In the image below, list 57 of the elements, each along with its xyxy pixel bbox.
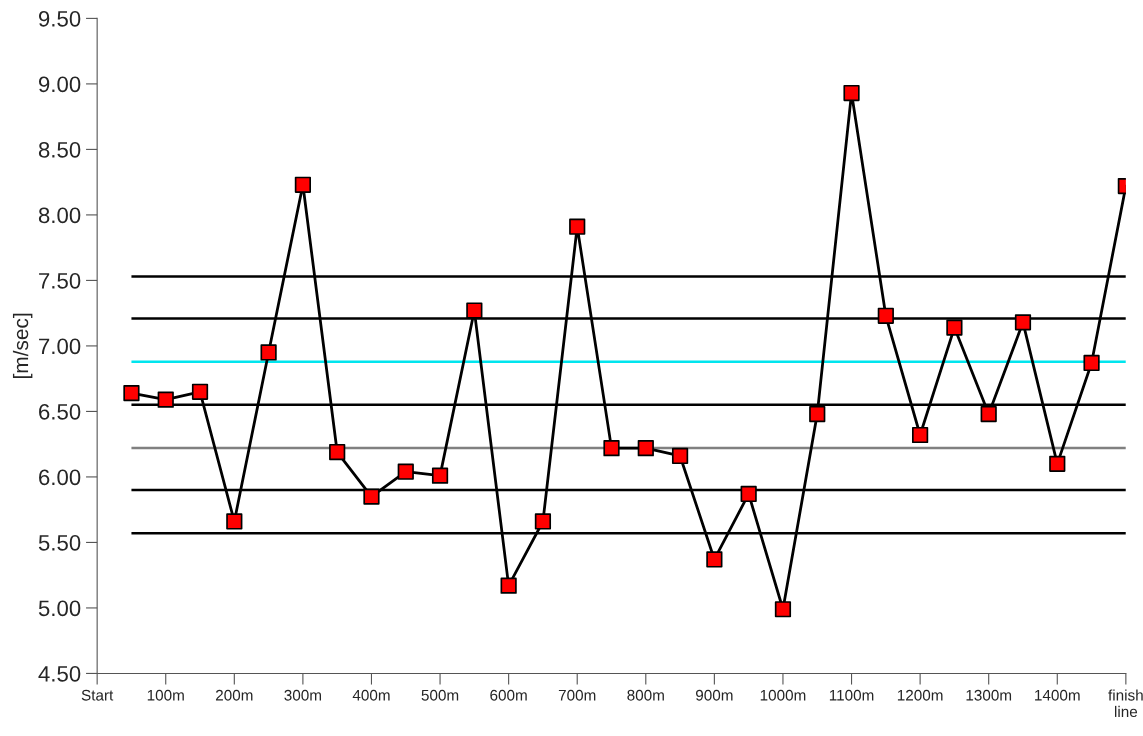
x-tick-label: 700m [558,689,596,701]
x-tick-label: 500m [421,689,459,701]
y-tick-label: 8.00 [38,207,81,224]
y-tick-label: 9.00 [38,76,81,93]
point [569,218,586,235]
point [363,488,380,505]
point [329,443,346,461]
point [191,383,209,400]
x-tick-label: Start [81,689,114,701]
point [1083,354,1100,372]
point [431,467,449,484]
x-tick-label: 1100m [829,689,874,701]
x-tick-label: 1200m [897,689,943,701]
x-tick-label: finish line [1108,689,1143,718]
point [157,391,174,408]
y-tick-label: 6.00 [39,469,81,486]
point [397,463,414,480]
point [877,307,894,324]
point [637,439,654,457]
x-tick-label: 800m [627,689,664,701]
point [980,405,997,423]
y-tick-label: 4.50 [38,665,81,682]
point [466,302,483,319]
point [671,447,689,465]
point [911,426,929,444]
y-tick-label: 5.50 [38,534,81,551]
x-tick-label: 1000m [760,689,806,701]
y-tick-label: 7.00 [39,338,81,355]
point [843,84,860,102]
point [706,551,723,568]
point [500,577,517,594]
y-axis-title: [m/sec] [12,313,33,378]
point [740,485,757,503]
point [226,513,243,530]
y-tick-label: 5.00 [38,600,81,617]
y-tick-label: 7.50 [39,272,81,289]
point [603,439,620,457]
y-tick-label: 9.50 [38,10,81,27]
x-tick-label: 300m [284,689,321,701]
y-tick-label: 6.50 [39,403,81,420]
point [294,176,312,193]
x-tick-label: 100m [147,689,184,701]
point [123,384,140,402]
x-tick-label: 400m [352,689,390,701]
point [534,513,552,530]
point [260,344,277,361]
x-tick-label: 900m [695,689,733,701]
point [774,601,792,618]
x-tick-label: 1300m [966,689,1012,701]
point [946,319,963,336]
point [1049,455,1066,472]
x-tick-label: 1400m [1035,689,1080,701]
point [809,405,826,423]
y-tick-label: 8.50 [38,141,81,158]
x-tick-label: 200m [215,689,253,701]
point [1014,314,1032,331]
x-tick-label: 600m [490,689,527,701]
